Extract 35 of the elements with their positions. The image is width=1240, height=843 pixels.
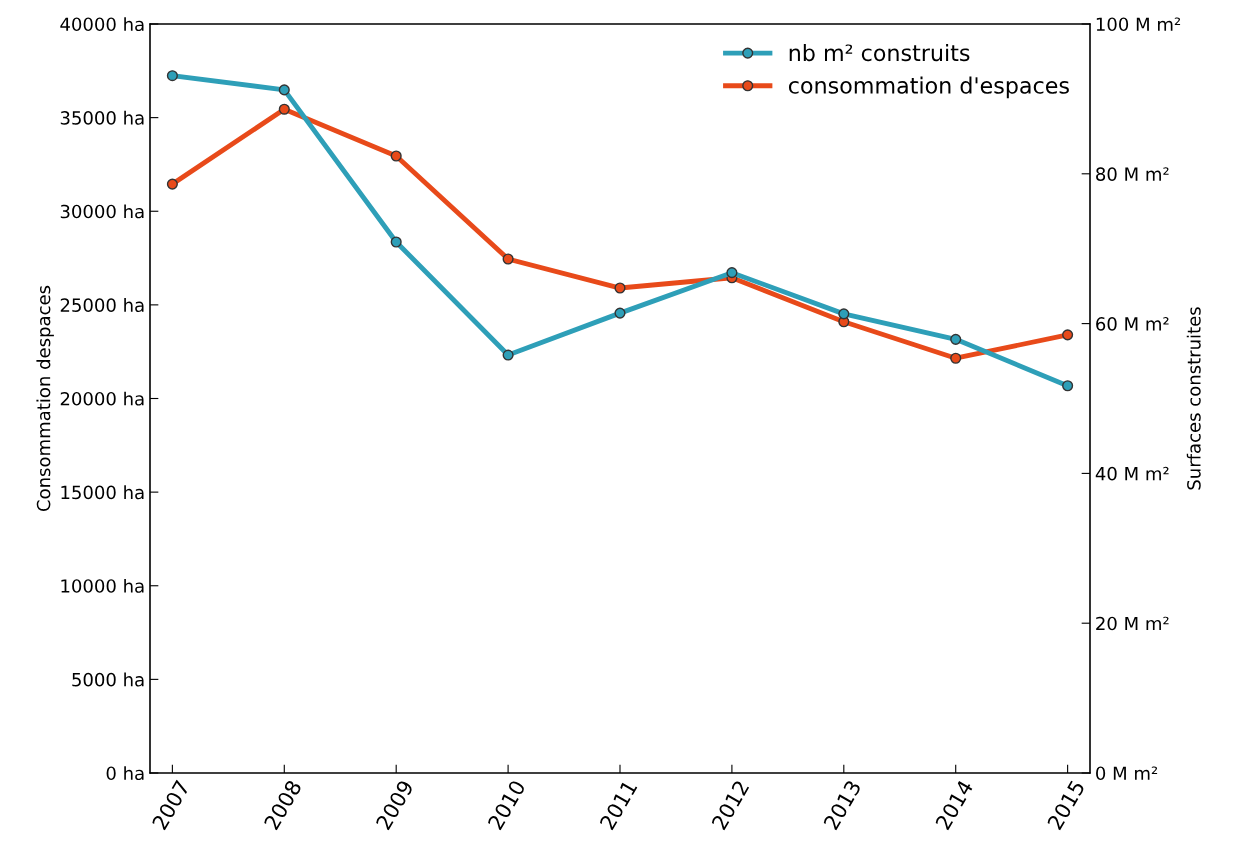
point xyxy=(1062,329,1074,341)
point xyxy=(278,103,290,115)
y-tick-label: 25000 ha xyxy=(60,298,144,312)
point xyxy=(1062,380,1074,392)
y2-tick-label: 20 M m² xyxy=(1096,616,1169,631)
y2-axis-title: Surfaces construites xyxy=(1186,307,1201,490)
point xyxy=(166,178,178,190)
point xyxy=(502,349,514,361)
y-tick-label: 5000 ha xyxy=(72,672,144,687)
y-tick-label: 35000 ha xyxy=(60,110,144,125)
legend-label: consommation d'espaces xyxy=(788,76,1069,99)
point xyxy=(950,352,962,364)
y2-tick-label: 80 M m² xyxy=(1096,167,1169,181)
point xyxy=(614,307,626,319)
y-tick-label: 30000 ha xyxy=(60,204,144,219)
point xyxy=(390,150,402,162)
point xyxy=(502,253,514,265)
y2-tick-label: 60 M m² xyxy=(1096,317,1169,331)
point xyxy=(166,70,178,82)
point xyxy=(838,308,850,320)
y-tick-label: 20000 ha xyxy=(60,391,144,406)
point xyxy=(614,282,626,294)
y2-tick-label: 100 M m² xyxy=(1096,17,1181,32)
y-tick-label: 15000 ha xyxy=(61,485,144,500)
y-tick-label: 40000 ha xyxy=(60,17,144,32)
y2-tick-label: 40 M m² xyxy=(1095,466,1169,481)
point xyxy=(726,267,738,279)
y-tick-label: 10000 ha xyxy=(61,578,144,593)
y-axis-title: Consommation despaces xyxy=(36,285,54,512)
y-tick-label: 0 ha xyxy=(106,766,144,781)
y2-tick-label: 0 M m² xyxy=(1096,766,1158,781)
legend-label: nb m² construits xyxy=(789,44,970,62)
point xyxy=(950,333,962,345)
point xyxy=(390,236,402,248)
point xyxy=(278,84,290,96)
